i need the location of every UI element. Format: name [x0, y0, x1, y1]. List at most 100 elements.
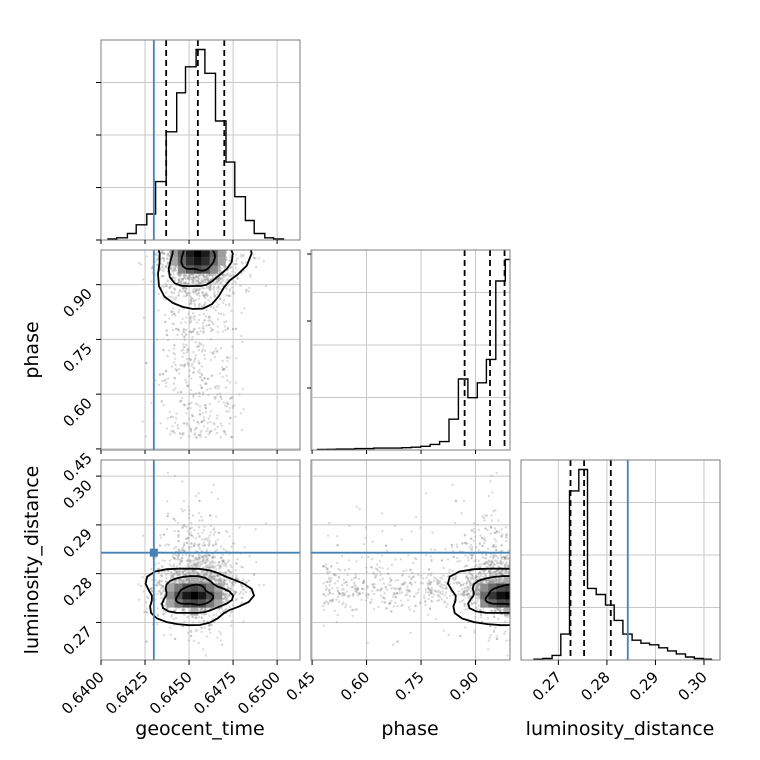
scatter-point: [232, 604, 235, 607]
scatter-point: [172, 237, 174, 239]
scatter-point: [201, 234, 203, 236]
scatter-point: [216, 574, 219, 578]
scatter-point: [196, 279, 199, 282]
scatter-point: [192, 230, 194, 232]
scatter-point: [496, 557, 499, 560]
scatter-point: [189, 430, 193, 433]
scatter-point: [216, 224, 218, 226]
scatter-point: [204, 574, 207, 577]
scatter-point: [186, 277, 190, 280]
scatter-point: [201, 242, 203, 244]
scatter-point: [169, 273, 173, 276]
scatter-point: [516, 604, 518, 606]
scatter-point: [236, 277, 239, 280]
scatter-point: [517, 592, 519, 594]
scatter-point: [177, 328, 180, 331]
scatter-point: [177, 534, 180, 537]
scatter-point: [190, 413, 194, 416]
scatter-point: [162, 610, 166, 613]
scatter-point: [216, 277, 219, 281]
scatter-point: [173, 572, 176, 576]
scatter-point: [189, 358, 193, 362]
scatter-point: [220, 280, 224, 283]
scatter-point: [164, 320, 167, 324]
scatter-point: [490, 474, 493, 478]
scatter-point: [223, 298, 226, 302]
scatter-point: [165, 329, 168, 332]
scatter-point: [430, 560, 433, 563]
scatter-point: [160, 597, 163, 600]
scatter-point: [217, 279, 220, 283]
scatter-point: [208, 566, 212, 569]
scatter-point: [174, 570, 177, 573]
scatter-point: [517, 587, 519, 589]
scatter-point: [181, 570, 184, 573]
scatter-point: [192, 244, 194, 246]
scatter-point: [252, 573, 256, 576]
scatter-point: [233, 404, 236, 407]
scatter-point: [208, 574, 211, 577]
scatter-point: [219, 266, 222, 270]
scatter-point: [184, 321, 187, 324]
scatter-point: [202, 572, 206, 575]
scatter-point: [195, 276, 198, 279]
scatter-point: [215, 578, 219, 582]
scatter-point: [231, 581, 235, 584]
scatter-point: [333, 573, 336, 576]
scatter-point: [147, 597, 150, 600]
scatter-point: [511, 596, 513, 598]
scatter-point: [201, 281, 204, 284]
scatter-point: [187, 364, 190, 367]
scatter-point: [186, 563, 190, 566]
scatter-point: [182, 237, 184, 239]
scatter-point: [187, 533, 191, 536]
scatter-point: [208, 628, 211, 631]
scatter-point: [512, 580, 514, 582]
scatter-point: [175, 227, 177, 229]
scatter-point: [184, 280, 188, 284]
scatter-point: [199, 281, 202, 284]
scatter-point: [221, 375, 224, 379]
scatter-point: [410, 530, 413, 533]
scatter-point: [172, 361, 176, 364]
scatter-point: [225, 287, 228, 291]
scatter-point: [225, 592, 228, 595]
scatter-point: [492, 629, 496, 632]
scatter-point: [221, 559, 224, 562]
scatter-point: [476, 587, 479, 591]
scatter-point: [198, 362, 201, 365]
scatter-point: [242, 620, 245, 623]
scatter-point: [191, 330, 195, 333]
scatter-point: [222, 548, 225, 551]
scatter-point: [194, 616, 197, 619]
scatter-point: [201, 280, 205, 283]
scatter-point: [523, 578, 525, 580]
scatter-point: [191, 414, 194, 418]
scatter-point: [186, 407, 189, 410]
scatter-point: [224, 265, 227, 268]
scatter-point: [216, 574, 219, 577]
scatter-point: [394, 601, 397, 605]
scatter-point: [223, 247, 225, 249]
scatter-point: [240, 334, 243, 338]
scatter-point: [184, 573, 188, 576]
scatter-point: [172, 565, 176, 568]
scatter-point: [200, 580, 203, 583]
scatter-point: [192, 562, 195, 565]
scatter-point: [183, 215, 185, 217]
scatter-point: [214, 245, 216, 247]
scatter-point: [227, 241, 229, 243]
scatter-point: [199, 376, 202, 379]
scatter-point: [163, 604, 167, 607]
scatter-point: [214, 530, 217, 534]
scatter-point: [174, 519, 177, 522]
scatter-point: [181, 570, 185, 574]
scatter-point: [204, 315, 208, 318]
scatter-point: [181, 432, 185, 435]
scatter-point: [183, 276, 186, 280]
scatter-point: [193, 245, 195, 247]
scatter-point: [185, 412, 188, 415]
scatter-point: [203, 544, 206, 547]
scatter-point: [181, 609, 185, 612]
scatter-point: [200, 630, 203, 633]
